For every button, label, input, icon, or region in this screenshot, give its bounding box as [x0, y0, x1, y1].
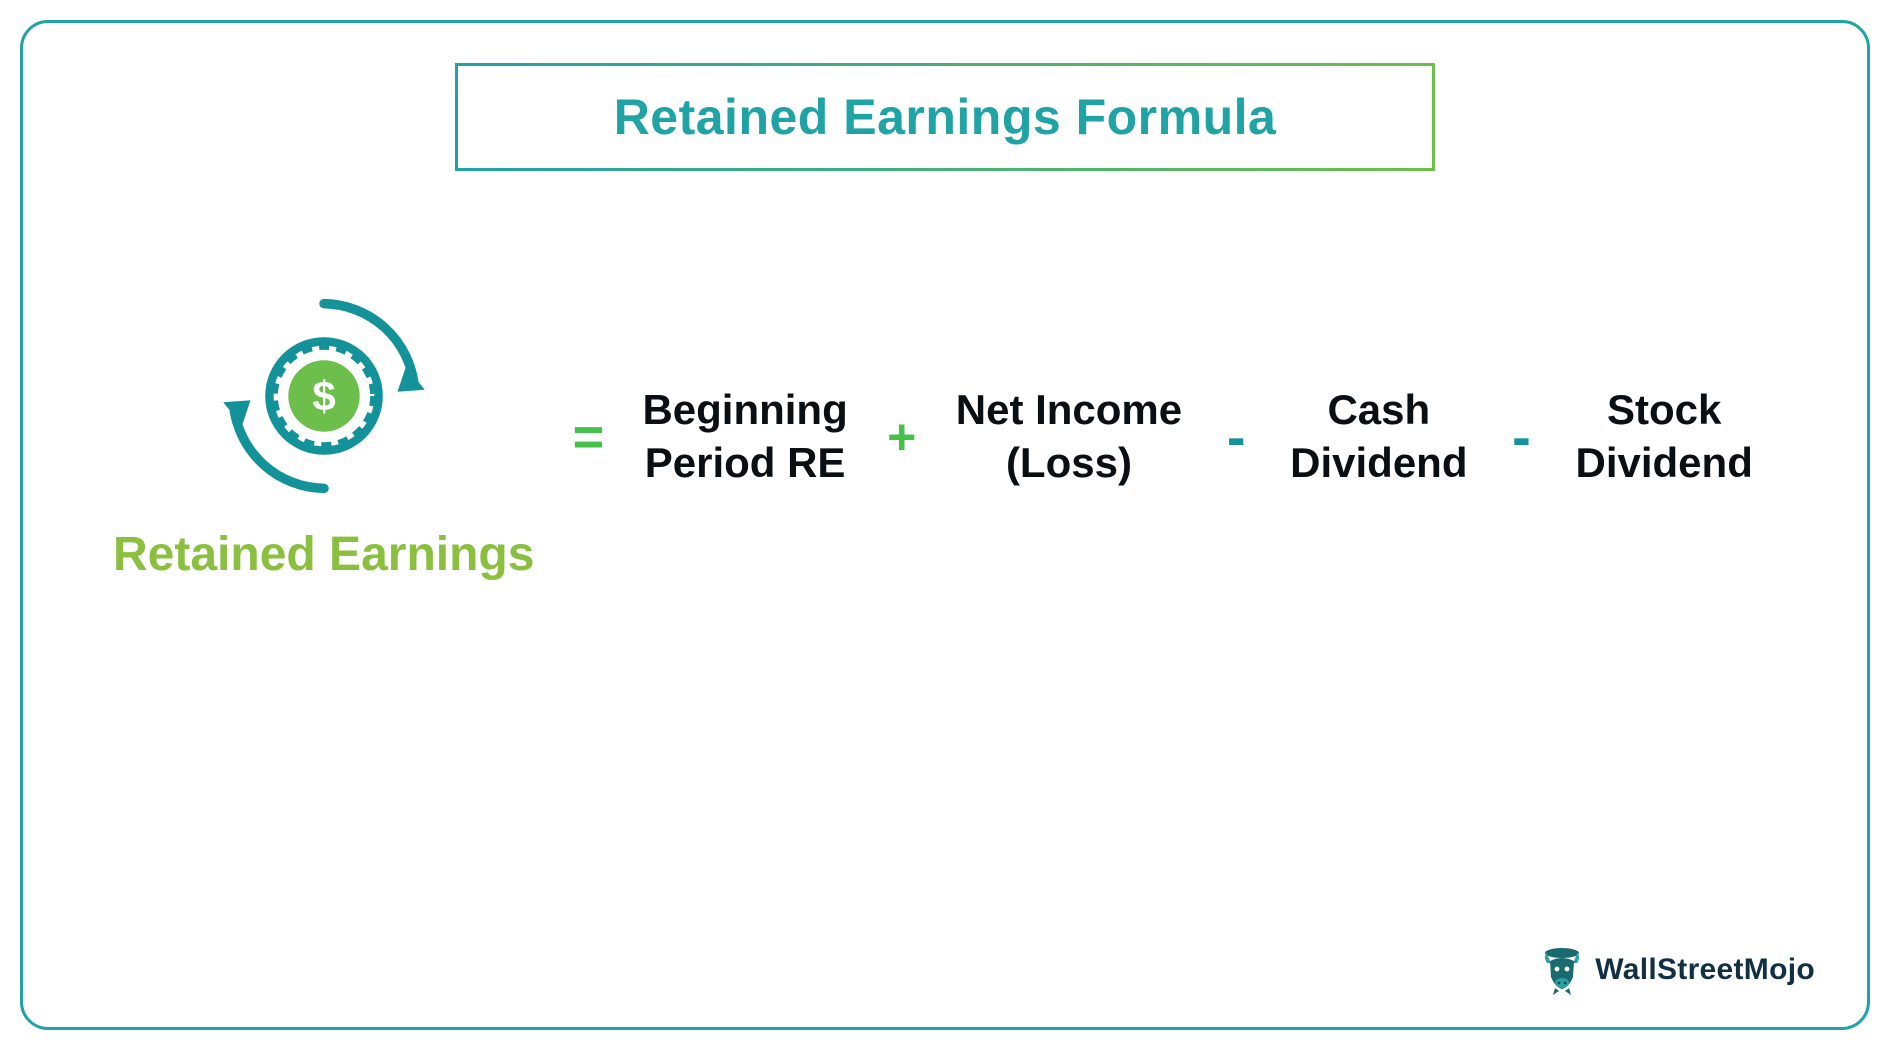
formula-lhs: $ Retained Earnings [113, 291, 534, 582]
op-minus-2: - [1502, 404, 1542, 469]
formula-row: $ Retained Earnings = Beginning Period R… [83, 291, 1807, 582]
icon-chip: $ [265, 337, 383, 455]
title-pill: Retained Earnings Formula [455, 63, 1435, 171]
equals-sign: = [568, 406, 608, 468]
lhs-label: Retained Earnings [113, 527, 534, 582]
brand-logo: WallStreetMojo [1539, 943, 1815, 997]
earnings-cycle-icon: $ [219, 291, 429, 501]
svg-text:$: $ [312, 373, 335, 420]
term-cash-div: Cash Dividend [1290, 384, 1467, 489]
term-net-income: Net Income (Loss) [956, 384, 1182, 489]
term-beginning-re: Beginning Period RE [642, 384, 847, 489]
term-stock-div: Stock Dividend [1576, 384, 1753, 489]
op-plus-1: + [882, 408, 922, 466]
diagram-title: Retained Earnings Formula [614, 89, 1277, 145]
diagram-frame: Retained Earnings Formula [20, 20, 1870, 1030]
brand-name: WallStreetMojo [1595, 953, 1815, 987]
op-minus-1: - [1216, 404, 1256, 469]
brand-bull-icon [1539, 943, 1585, 997]
